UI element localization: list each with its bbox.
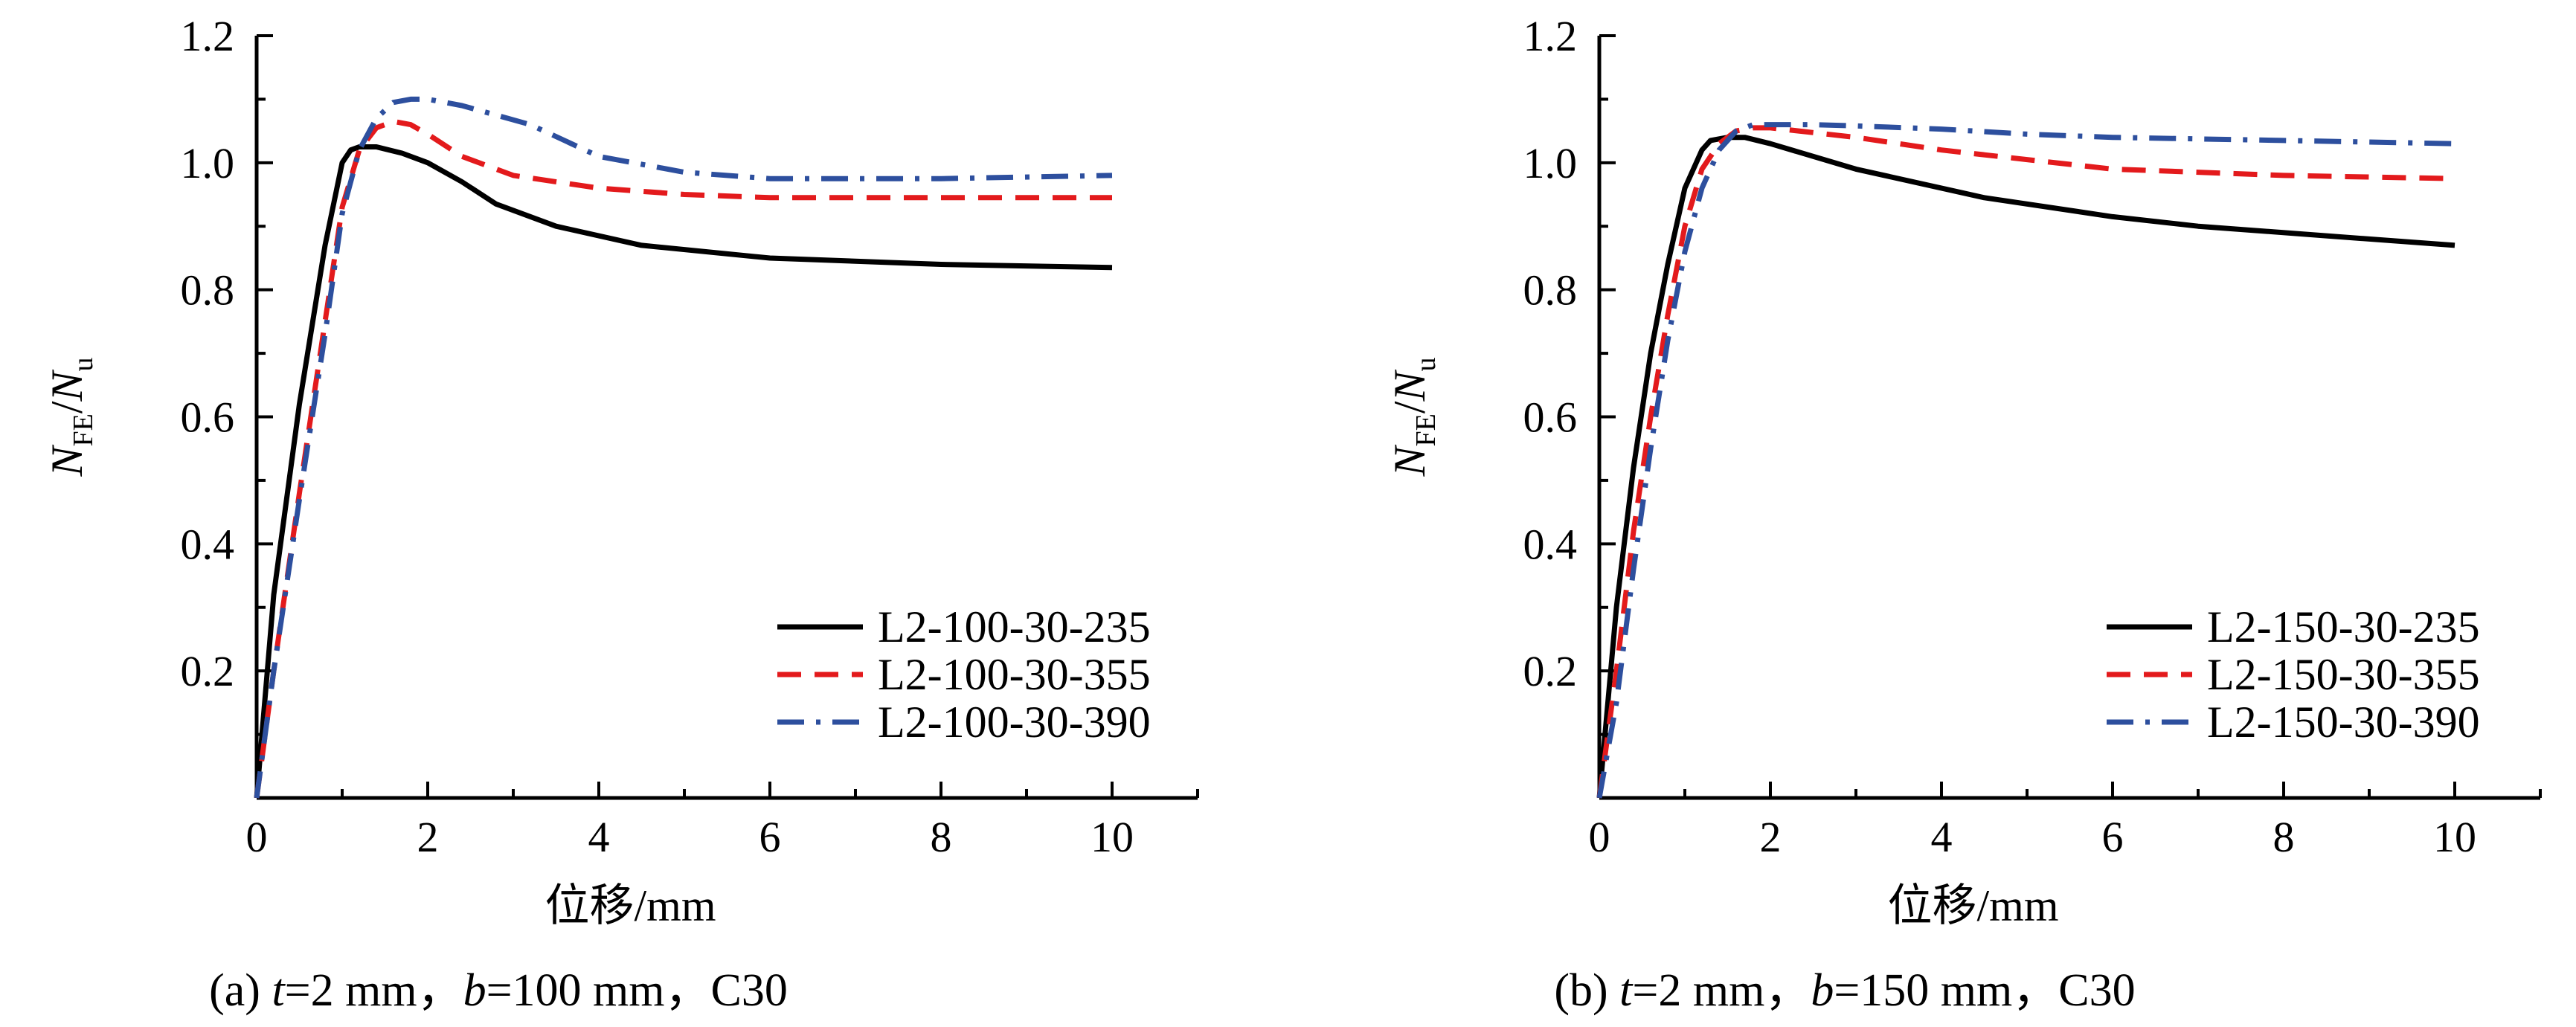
chart-panel-a: 0.20.40.60.81.01.20 2 4 6 8 10位移/mmNFE/NuL2-1…: [42, 12, 1199, 1016]
legend-label: L2-150-30-390: [2207, 698, 2480, 747]
panel-caption: (b) t=2 mm，b=150 mm，C30: [1554, 965, 2135, 1016]
caption-prefix: (a): [209, 965, 272, 1016]
x-tick-label: 0: [246, 813, 268, 861]
legend-label: L2-100-30-390: [878, 698, 1151, 747]
caption-var-b: b: [463, 965, 486, 1016]
x-tick-label: 6: [2102, 813, 2124, 861]
caption-part: =2 mm，: [285, 965, 463, 1016]
caption-part: =100 mm，C30: [486, 965, 788, 1016]
y-title-sub-u: u: [1410, 357, 1442, 371]
x-tick-label: 2: [1760, 813, 1782, 861]
x-tick-label: 4: [588, 813, 610, 861]
y-title-n2: N: [42, 369, 91, 402]
y-title-n: N: [1385, 445, 1434, 477]
series-line-L2-100-30-235: [254, 144, 1113, 799]
x-tick-label: 8: [931, 813, 952, 861]
x-tick-label: 10: [2433, 813, 2476, 861]
y-title-sub-fe: FE: [68, 413, 99, 446]
y-tick-label: 0.4: [181, 520, 235, 568]
x-axis-title: 位移/mm: [545, 881, 716, 930]
y-tick-label: 0.6: [1523, 393, 1578, 442]
chart-panel-b: 0.20.40.60.81.01.20 2 4 6 8 10位移/mmNFE/NuL2-1…: [1385, 12, 2542, 1016]
y-tick-label: 0.2: [1523, 647, 1578, 695]
legend-label: L2-100-30-355: [878, 650, 1151, 699]
y-tick-label: 0.2: [181, 647, 235, 695]
series-line-L2-150-30-390: [1596, 122, 2455, 799]
caption-part: =150 mm，C30: [1834, 965, 2135, 1016]
x-tick-label: 2: [417, 813, 439, 861]
y-axis-title: NFE/Nu: [1385, 357, 1442, 477]
caption-prefix: (b): [1554, 965, 1619, 1016]
y-tick-label: 0.4: [1523, 520, 1578, 568]
panel-caption: (a) t=2 mm，b=100 mm，C30: [209, 965, 788, 1016]
x-tick-label: 4: [1931, 813, 1953, 861]
y-title-sub-u: u: [68, 357, 99, 371]
y-title-n2: N: [1385, 369, 1434, 402]
legend-label: L2-150-30-235: [2207, 602, 2480, 651]
y-tick-label: 0.8: [1523, 266, 1578, 315]
y-title-n: N: [42, 445, 91, 477]
caption-var-t: t: [1619, 965, 1634, 1016]
series-line-L2-100-30-390: [254, 96, 1113, 799]
x-tick-label: 0: [1589, 813, 1610, 861]
y-axis-title: NFE/Nu: [42, 357, 99, 477]
legend-label: L2-100-30-235: [878, 602, 1151, 651]
x-tick-label: 10: [1091, 813, 1134, 861]
y-title-slash: /: [1385, 401, 1434, 413]
y-tick-label: 1.0: [1523, 139, 1578, 187]
y-tick-label: 0.6: [181, 393, 235, 442]
legend-label: L2-150-30-355: [2207, 650, 2480, 699]
caption-var-b: b: [1811, 965, 1834, 1016]
y-tick-label: 1.2: [1523, 12, 1578, 60]
series-line-L2-150-30-355: [1596, 125, 2455, 799]
y-title-slash: /: [42, 401, 91, 413]
y-tick-label: 1.2: [181, 12, 235, 60]
y-tick-label: 1.0: [181, 139, 235, 187]
caption-var-t: t: [272, 965, 286, 1016]
x-axis-title: 位移/mm: [1887, 881, 2058, 930]
y-title-sub-fe: FE: [1410, 413, 1442, 446]
y-tick-label: 0.8: [181, 266, 235, 315]
x-tick-label: 8: [2273, 813, 2295, 861]
caption-part: =2 mm，: [1632, 965, 1811, 1016]
x-tick-label: 6: [759, 813, 781, 861]
series-line-L2-100-30-355: [254, 118, 1112, 799]
